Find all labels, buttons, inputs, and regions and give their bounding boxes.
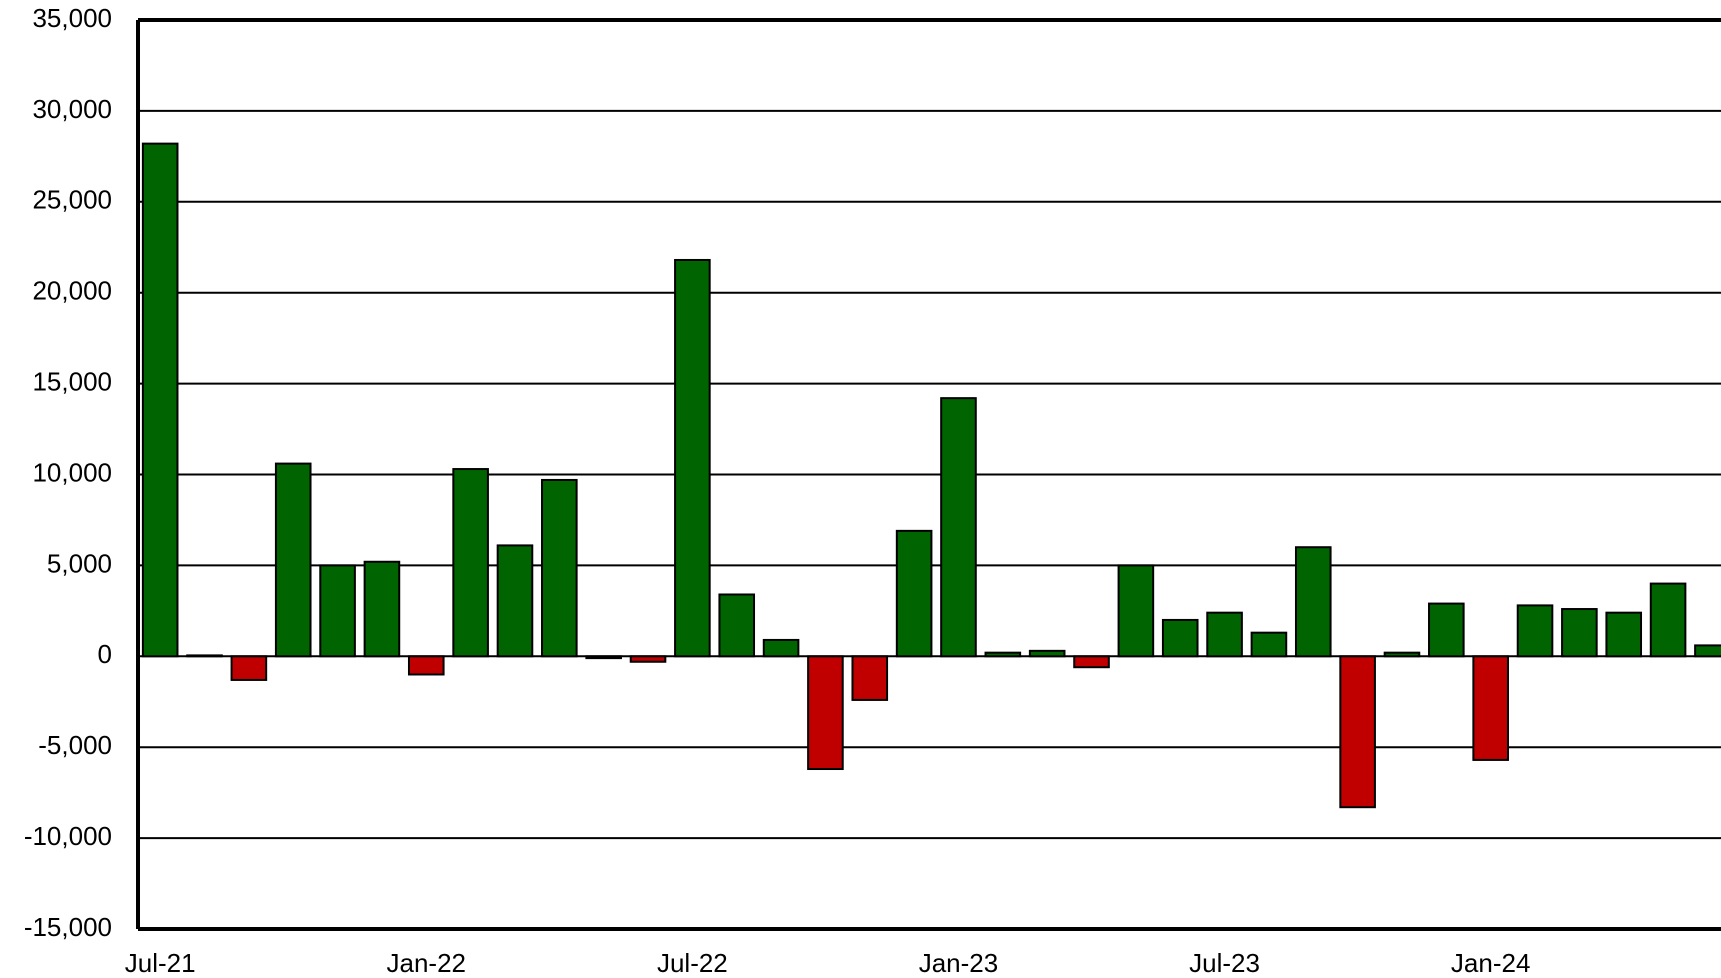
y-tick-label: 0: [98, 639, 112, 669]
bar: [1294, 546, 1332, 658]
y-tick-label: 35,000: [32, 3, 112, 33]
bar: [895, 529, 933, 658]
bar: [1694, 644, 1721, 658]
bar: [1561, 608, 1598, 658]
bar: [1649, 582, 1687, 658]
y-tick-label: 5,000: [47, 548, 112, 578]
y-tick-label: 10,000: [32, 457, 112, 487]
bar: [1028, 649, 1066, 658]
x-tick-label: Jul-21: [125, 948, 196, 978]
bar: [363, 560, 401, 658]
bar: [274, 462, 312, 658]
x-tick-label: Jan-24: [1451, 948, 1531, 978]
bar: [1161, 618, 1199, 658]
x-tick-label: Jan-23: [919, 948, 999, 978]
y-tick-label: -5,000: [38, 730, 112, 760]
bar: [1516, 604, 1554, 658]
bar: [1605, 611, 1643, 658]
x-tick-label: Jul-23: [1189, 948, 1260, 978]
bar: [496, 544, 534, 658]
bar: [186, 654, 223, 658]
bar: [1339, 655, 1376, 809]
x-tick-label: Jul-22: [657, 948, 728, 978]
bar: [541, 478, 578, 658]
bar: [1472, 655, 1509, 761]
y-tick-label: 15,000: [32, 366, 112, 396]
y-tick-label: 30,000: [32, 94, 112, 124]
bar: [629, 655, 667, 663]
bar: [452, 468, 489, 658]
bar: [762, 638, 800, 658]
y-tick-label: -15,000: [24, 912, 112, 942]
bar: [319, 564, 356, 658]
bar: [940, 397, 977, 658]
bar: [1250, 631, 1288, 658]
bar: [807, 655, 844, 771]
bar: [1117, 564, 1155, 658]
x-tick-label: Jan-22: [387, 948, 467, 978]
y-tick-label: 25,000: [32, 185, 112, 215]
bar: [141, 142, 179, 658]
bar: [1206, 611, 1243, 658]
bar: [407, 655, 445, 676]
bar: [984, 651, 1022, 658]
y-tick-label: -10,000: [24, 821, 112, 851]
bar: [851, 655, 889, 701]
bar: [1383, 651, 1421, 658]
bar: [1428, 602, 1465, 658]
bar: [585, 655, 622, 660]
bar: [674, 258, 711, 658]
bar: [718, 593, 756, 658]
bar: [230, 655, 268, 681]
y-tick-label: 20,000: [32, 276, 112, 306]
bar: [1073, 655, 1110, 669]
